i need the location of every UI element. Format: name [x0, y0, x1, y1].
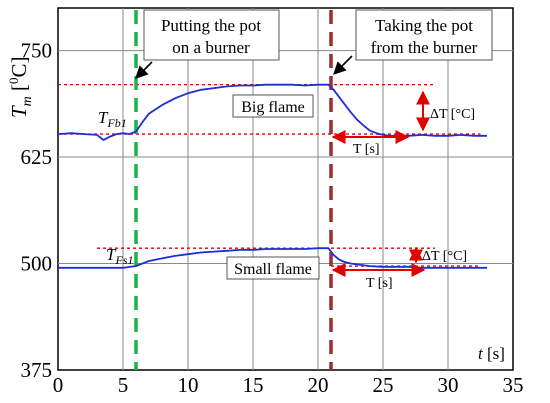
y-tick-750: 750 — [21, 39, 53, 63]
y-axis-label-sub: m — [20, 96, 35, 106]
x-tick-0: 0 — [53, 373, 64, 397]
small-flame-box — [226, 256, 320, 280]
x-tick-25: 25 — [373, 373, 394, 397]
put-callout-arrow — [135, 61, 153, 79]
put-callout-line1: Putting the pot — [161, 16, 261, 35]
big-flame-box — [232, 94, 314, 118]
x-tick-30: 30 — [438, 373, 459, 397]
y-tick-500: 500 — [21, 252, 53, 276]
plot-frame — [57, 7, 514, 371]
small-flame-label: Small flame — [234, 261, 312, 278]
put-callout-line2: on a burner — [172, 38, 250, 57]
tfb1-label: TFb1 — [98, 108, 127, 130]
take-callout-arrow — [333, 55, 353, 75]
dt-small-label: ΔT [°C] — [422, 249, 467, 264]
big-flame-label: Big flame — [241, 99, 305, 116]
x-tick-20: 20 — [308, 373, 329, 397]
x-axis-label-unit: [s] — [483, 344, 505, 363]
y-axis-label-open: [ — [7, 84, 31, 96]
x-tick-35: 35 — [503, 373, 524, 397]
y-axis-label-sup: 0 — [6, 77, 21, 84]
t-big-label: T [s] — [353, 142, 380, 157]
take-callout-line1: Taking the pot — [375, 16, 473, 35]
tfb1-sub: Fb1 — [106, 116, 126, 130]
take-callout-line2: from the burner — [371, 38, 478, 57]
y-tick-625: 625 — [21, 145, 53, 169]
x-axis-label-var: t — [478, 344, 484, 363]
tick-labels: 0 5 10 15 20 25 30 35 375 500 625 750 — [21, 39, 524, 397]
take-callout-box — [355, 9, 493, 61]
tfs1-label: TFs1 — [106, 245, 133, 267]
put-callout-box — [143, 9, 280, 61]
tfb1-var: T — [98, 108, 109, 127]
tfs1-var: T — [106, 245, 117, 264]
y-axis-label-var: T — [7, 105, 31, 118]
x-axis-label: t [s] — [478, 344, 505, 363]
tfs1-sub: Fs1 — [114, 253, 133, 267]
y-axis-label-close: C] — [7, 56, 31, 77]
t-small-label: T [s] — [366, 276, 393, 291]
x-tick-10: 10 — [178, 373, 199, 397]
dt-big-label: ΔT [°C] — [430, 107, 475, 122]
event-lines — [134, 10, 333, 370]
y-tick-375: 375 — [21, 358, 53, 382]
x-tick-5: 5 — [118, 373, 129, 397]
y-axis-label: Tm [0C] — [6, 56, 35, 118]
x-tick-15: 15 — [243, 373, 264, 397]
